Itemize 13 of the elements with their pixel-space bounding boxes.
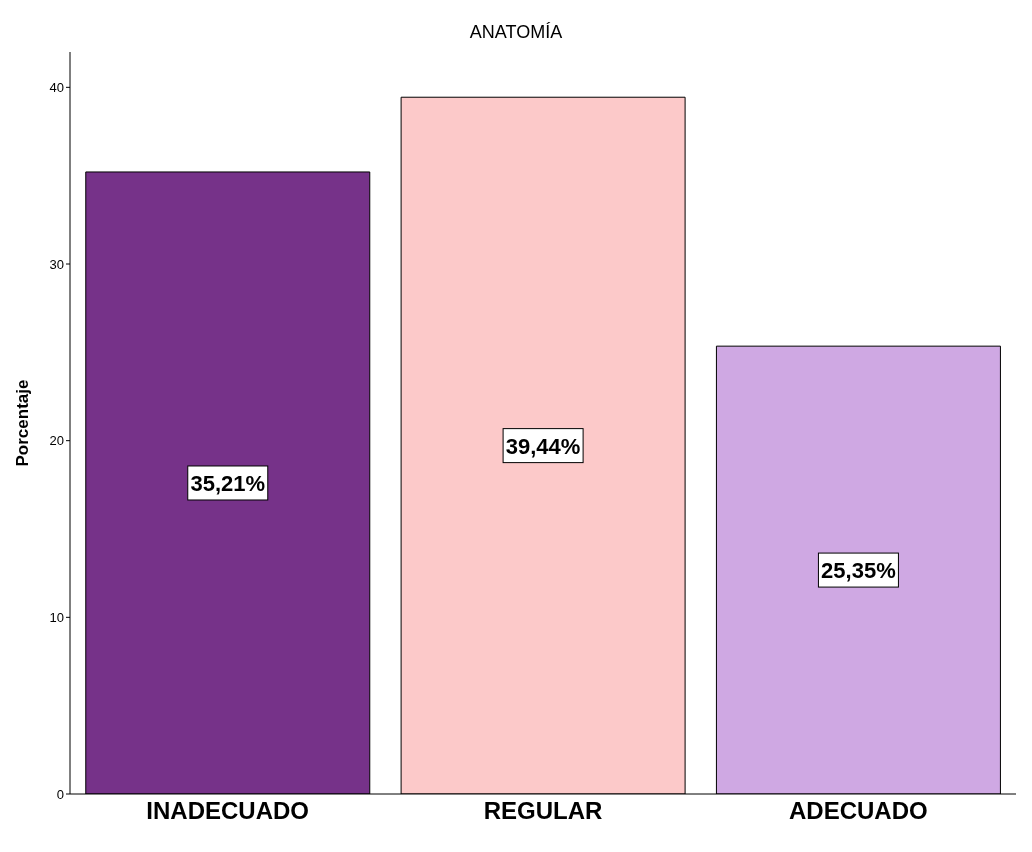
y-axis-title: Porcentaje bbox=[13, 379, 33, 467]
x-tick-label: REGULAR bbox=[483, 797, 603, 825]
y-tick-label: 30 bbox=[49, 256, 64, 272]
y-tick-label: 0 bbox=[56, 786, 64, 802]
chart-title: ANATOMÍA bbox=[468, 22, 564, 43]
x-tick-label: INADECUADO bbox=[146, 797, 309, 825]
y-tick-label: 20 bbox=[49, 433, 64, 449]
y-tick-label: 40 bbox=[49, 79, 64, 95]
x-tick-label: ADECUADO bbox=[789, 797, 928, 825]
data-label: 25,35% bbox=[821, 558, 896, 584]
data-label: 35,21% bbox=[190, 470, 266, 496]
y-tick-label: 10 bbox=[49, 609, 64, 625]
data-label: 39,44% bbox=[505, 433, 581, 459]
